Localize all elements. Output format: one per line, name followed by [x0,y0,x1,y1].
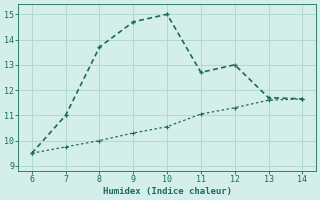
X-axis label: Humidex (Indice chaleur): Humidex (Indice chaleur) [103,187,232,196]
